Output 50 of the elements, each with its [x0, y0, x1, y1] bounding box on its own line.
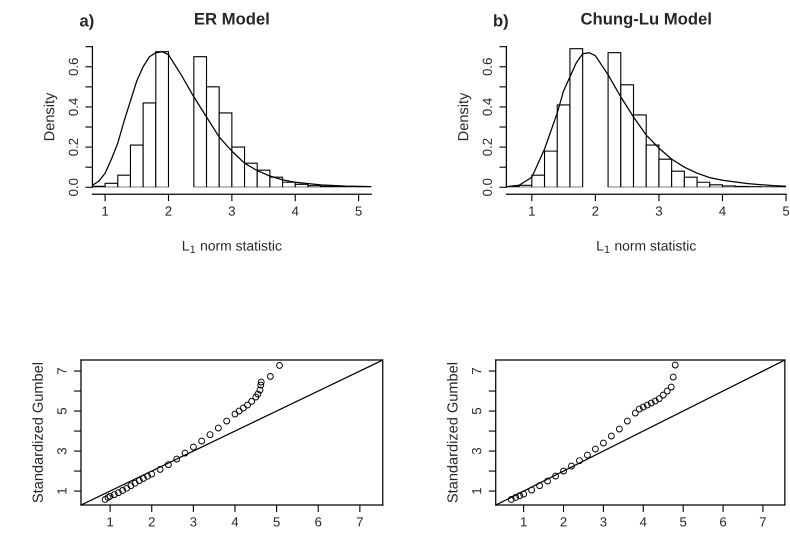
x-tick-label: 3 — [228, 206, 235, 216]
y-tick-label: 1 — [472, 488, 482, 494]
y-tick-label: 7 — [472, 368, 482, 374]
x-tick-label: 7 — [760, 517, 766, 526]
y-axis-title: Density — [458, 92, 472, 140]
y-tick-label: 3 — [472, 448, 482, 454]
y-tick-label: 1 — [57, 488, 66, 494]
x-tick-label: 5 — [680, 517, 686, 527]
x-tick-label: 5 — [273, 517, 280, 527]
x-tick-label: 4 — [719, 206, 726, 216]
x-tick-label: 4 — [292, 206, 299, 216]
text: b) — [494, 14, 508, 30]
x-tick-label: 3 — [600, 517, 606, 527]
x-tick-label: 7 — [356, 517, 363, 526]
y-axis-title: Standardized Gumbel — [32, 362, 43, 502]
x-tick-label: 1 — [102, 206, 108, 216]
x-tick-label: 4 — [232, 517, 238, 526]
x-tick-label: 3 — [190, 517, 196, 527]
y-axis-title: Standardized Gumbel — [446, 362, 458, 502]
x-tick-label: 5 — [355, 206, 362, 216]
y-axis-title: Density — [44, 92, 58, 140]
x-tick-label: 2 — [560, 517, 567, 526]
chart-title: ER Model — [195, 12, 269, 25]
y-tick-label: 0.6 — [482, 58, 492, 76]
chart-title: Chung-Lu Model — [581, 12, 711, 28]
x-tick-label: 3 — [656, 206, 662, 216]
y-tick-label: 5 — [472, 408, 482, 414]
x-tick-label: 6 — [720, 517, 726, 527]
y-tick-label: 0.2 — [68, 138, 78, 156]
y-tick-label: 5 — [57, 408, 67, 414]
text: a) — [80, 14, 94, 30]
y-tick-label: 3 — [57, 448, 67, 454]
y-tick-label: 0.4 — [68, 98, 78, 116]
x-tick-label: 6 — [315, 517, 322, 527]
y-tick-label: 0.2 — [482, 138, 492, 156]
x-tick-label: 4 — [640, 517, 647, 526]
y-tick-label: 0.0 — [68, 178, 78, 196]
x-tick-label: 2 — [592, 206, 598, 216]
x-tick-label: 1 — [529, 206, 535, 216]
x-tick-label: 5 — [782, 206, 790, 216]
x-tick-label: 2 — [148, 517, 155, 526]
x-axis-title: L$_{1}$ norm statistic — [597, 240, 696, 253]
x-tick-label: 1 — [520, 517, 527, 526]
y-tick-label: 0.0 — [482, 178, 492, 196]
y-tick-label: 7 — [57, 368, 66, 374]
y-tick-label: 0.4 — [482, 98, 492, 116]
x-axis-title: L$_{1}$ norm statistic — [182, 240, 282, 253]
x-tick-label: 1 — [107, 517, 114, 526]
x-tick-label: 2 — [165, 206, 172, 216]
y-tick-label: 0.6 — [68, 58, 78, 76]
